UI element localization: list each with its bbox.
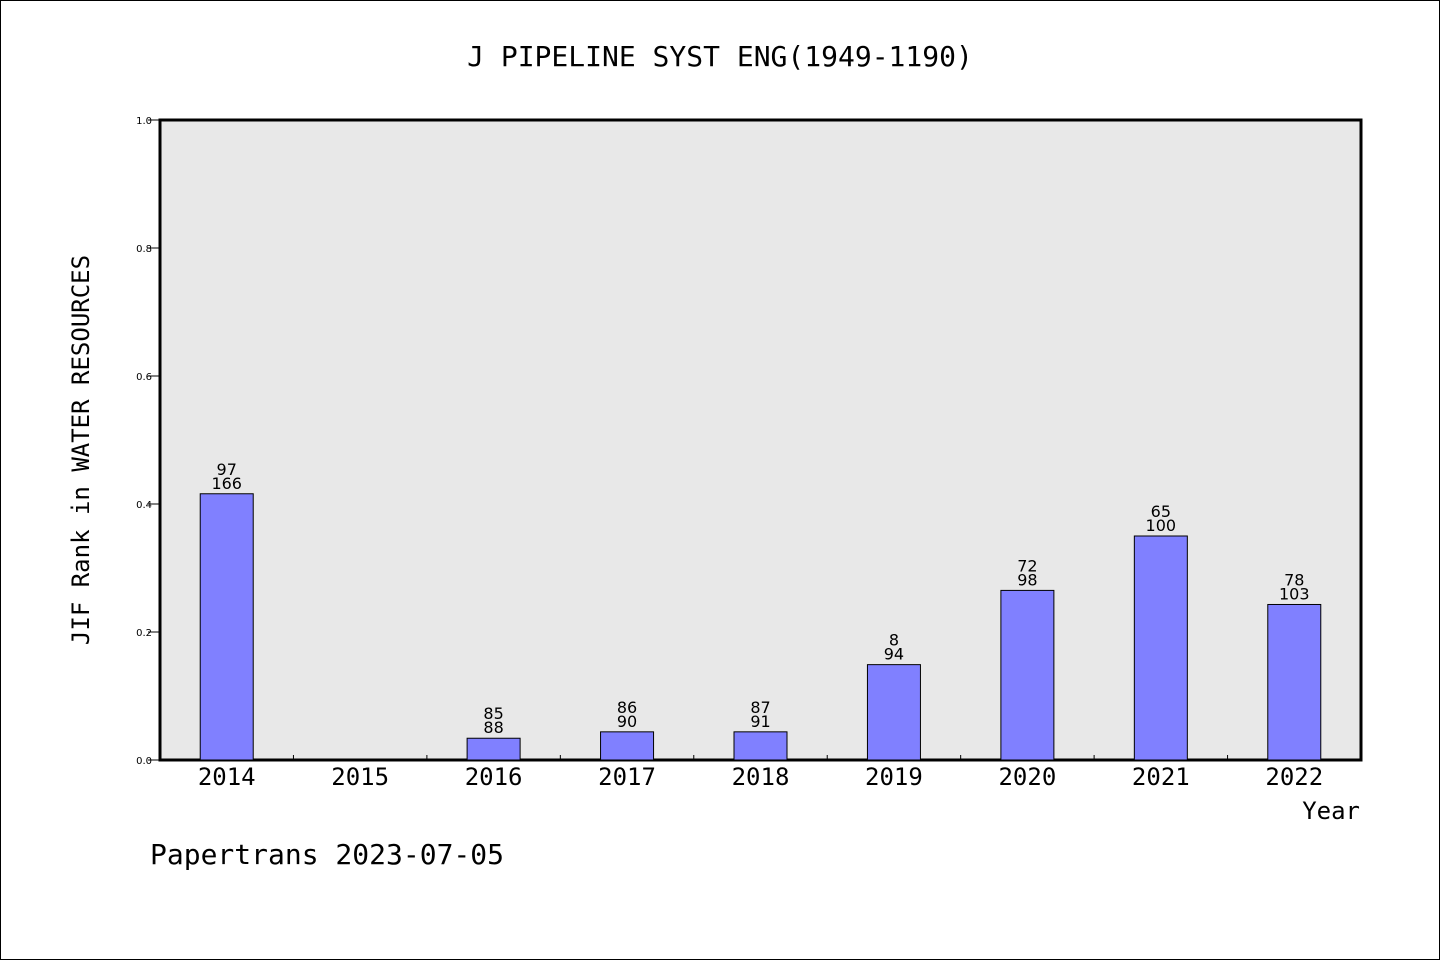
y-axis-label: JIF Rank in WATER RESOURCES xyxy=(67,255,95,645)
bars xyxy=(199,493,1322,761)
y-tick-label: 0.8 xyxy=(136,244,152,255)
x-axis-ticks: 2014 2015 2016 2017 2018 2019 2020 2021 2022 xyxy=(198,755,1323,791)
chart-title: J PIPELINE SYST ENG(1949-1190) xyxy=(467,40,973,73)
bar-total-label: 88 xyxy=(483,718,503,737)
y-axis-ticks: 0.0 0.2 0.4 0.6 0.8 1.0 xyxy=(136,116,160,767)
bar-2014 xyxy=(199,493,254,761)
bar-2021 xyxy=(1133,535,1188,761)
bar-rank-label: 72 xyxy=(1017,556,1037,575)
bar-total-label: 90 xyxy=(617,712,637,731)
bar-rank-label: 97 xyxy=(217,460,237,479)
bar-total-label: 91 xyxy=(750,712,770,731)
y-tick-label: 0.4 xyxy=(136,500,152,511)
bar-2017 xyxy=(600,731,655,761)
x-tick-label: 2016 xyxy=(465,763,523,791)
x-tick-label: 2017 xyxy=(598,763,656,791)
y-tick-label: 0.6 xyxy=(136,372,152,383)
bar-total-label: 98 xyxy=(1017,570,1037,589)
bar-2018 xyxy=(733,731,788,761)
x-tick-label: 2018 xyxy=(732,763,790,791)
bar-rank-label: 8 xyxy=(889,631,899,650)
y-tick-label: 1.0 xyxy=(136,116,152,127)
x-tick-label: 2015 xyxy=(331,763,389,791)
bar-rank-label: 78 xyxy=(1284,570,1304,589)
y-tick-label: 0.2 xyxy=(136,628,152,639)
x-tick-label: 2022 xyxy=(1265,763,1323,791)
bar-2019 xyxy=(866,664,921,761)
bar-rank-label: 65 xyxy=(1151,502,1171,521)
x-tick-label: 2021 xyxy=(1132,763,1190,791)
bar-2022 xyxy=(1267,603,1322,761)
bar-2020 xyxy=(1000,589,1055,761)
x-tick-label: 2020 xyxy=(998,763,1056,791)
x-tick-label: 2014 xyxy=(198,763,256,791)
x-tick-label: 2019 xyxy=(865,763,923,791)
bar-total-label: 94 xyxy=(884,645,904,664)
bar-total-label: 103 xyxy=(1279,584,1310,603)
bar-rank-label: 86 xyxy=(617,698,637,717)
y-tick-label: 0.0 xyxy=(136,756,152,767)
x-axis-label: Year xyxy=(1302,797,1360,825)
bar-rank-label: 85 xyxy=(483,704,503,723)
bar-total-label: 166 xyxy=(211,474,242,493)
bar-total-label: 100 xyxy=(1146,516,1177,535)
bar-rank-label: 87 xyxy=(750,698,770,717)
footer-text: Papertrans 2023-07-05 xyxy=(150,838,504,871)
bar-2016 xyxy=(466,737,521,761)
